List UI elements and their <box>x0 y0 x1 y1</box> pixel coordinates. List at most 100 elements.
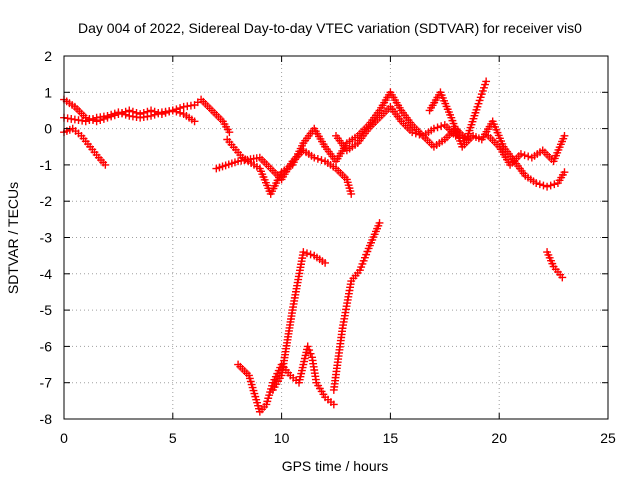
data-point <box>247 380 256 389</box>
data-point <box>358 260 367 268</box>
data-point <box>254 401 262 410</box>
data-point <box>471 108 480 117</box>
data-point <box>356 266 364 275</box>
data-point <box>468 117 477 126</box>
x-tick-label: 25 <box>600 430 616 446</box>
data-point <box>457 139 466 148</box>
data-point <box>65 125 74 134</box>
data-point <box>452 128 461 137</box>
data-point <box>251 392 260 401</box>
data-point <box>225 128 234 137</box>
y-tick-label: 2 <box>44 48 52 64</box>
data-point <box>535 180 544 189</box>
x-tick-label: 0 <box>60 430 68 446</box>
data-point <box>359 256 368 265</box>
data-point <box>101 161 110 169</box>
data-point <box>329 400 338 409</box>
series-track-k <box>329 219 384 394</box>
data-point <box>453 131 462 140</box>
data-point <box>299 360 308 369</box>
data-point <box>118 109 126 118</box>
data-point <box>361 253 369 262</box>
data-point <box>362 250 371 259</box>
data-point <box>520 151 529 160</box>
data-point <box>299 248 308 256</box>
data-point <box>154 109 163 118</box>
data-point <box>430 124 438 133</box>
data-point <box>121 110 130 119</box>
data-point <box>81 117 90 126</box>
data-point <box>231 158 239 167</box>
data-point <box>310 153 319 162</box>
data-point <box>218 162 227 171</box>
data-point <box>480 83 488 92</box>
data-point <box>298 363 307 372</box>
series-track-e <box>212 146 356 198</box>
data-point <box>470 111 479 120</box>
data-point <box>263 397 272 406</box>
data-point <box>532 179 541 187</box>
data-point <box>245 371 253 380</box>
series-track-j <box>268 248 330 394</box>
data-point <box>110 109 119 118</box>
data-point <box>342 175 351 184</box>
data-point <box>301 351 310 360</box>
data-point <box>168 106 177 115</box>
data-point <box>250 389 259 398</box>
data-point <box>85 116 94 125</box>
data-point <box>544 251 553 259</box>
data-point <box>357 263 366 271</box>
data-point <box>262 400 271 409</box>
data-point <box>306 250 315 259</box>
data-point <box>447 113 456 122</box>
data-point <box>264 394 273 403</box>
y-tick-label: -7 <box>40 375 53 391</box>
data-point <box>321 259 330 267</box>
data-point <box>448 116 457 125</box>
data-point <box>103 111 112 120</box>
chart-title: Day 004 of 2022, Sidereal Day-to-day VTE… <box>78 20 582 36</box>
data-point <box>172 107 181 116</box>
data-point <box>478 87 487 95</box>
data-point <box>545 253 554 262</box>
series-track-l <box>543 248 567 282</box>
y-tick-label: -3 <box>40 230 53 246</box>
data-point <box>482 77 491 86</box>
data-point <box>473 102 482 111</box>
data-point <box>248 383 257 392</box>
data-point <box>265 391 274 400</box>
data-point <box>347 190 356 198</box>
x-tick-label: 5 <box>169 430 177 446</box>
y-tick-label: -1 <box>40 157 53 173</box>
data-point <box>298 366 306 375</box>
y-tick-label: -8 <box>40 411 53 427</box>
grid-lines <box>64 56 608 419</box>
y-tick-label: -6 <box>40 338 53 354</box>
data-point <box>221 161 230 170</box>
data-point <box>539 181 548 190</box>
y-tick-label: 1 <box>44 84 52 100</box>
x-axis-label: GPS time / hours <box>282 458 389 474</box>
data-point <box>476 93 485 102</box>
data-point <box>297 369 306 378</box>
data-point <box>524 152 533 161</box>
data-point <box>344 181 353 190</box>
data-point <box>411 129 420 138</box>
data-point <box>546 181 555 190</box>
data-point <box>472 105 481 114</box>
data-point <box>190 117 199 126</box>
data-point <box>346 187 355 195</box>
data-point <box>303 249 311 258</box>
data-point <box>451 125 460 134</box>
series-track-b <box>60 106 199 126</box>
data-point <box>543 182 551 191</box>
data-point <box>114 108 123 117</box>
x-tick-label: 10 <box>274 430 290 446</box>
data-point <box>472 133 480 141</box>
data-point <box>464 129 473 138</box>
data-point <box>408 128 417 137</box>
data-point <box>296 372 305 381</box>
data-point <box>474 134 483 143</box>
data-point <box>212 164 221 173</box>
